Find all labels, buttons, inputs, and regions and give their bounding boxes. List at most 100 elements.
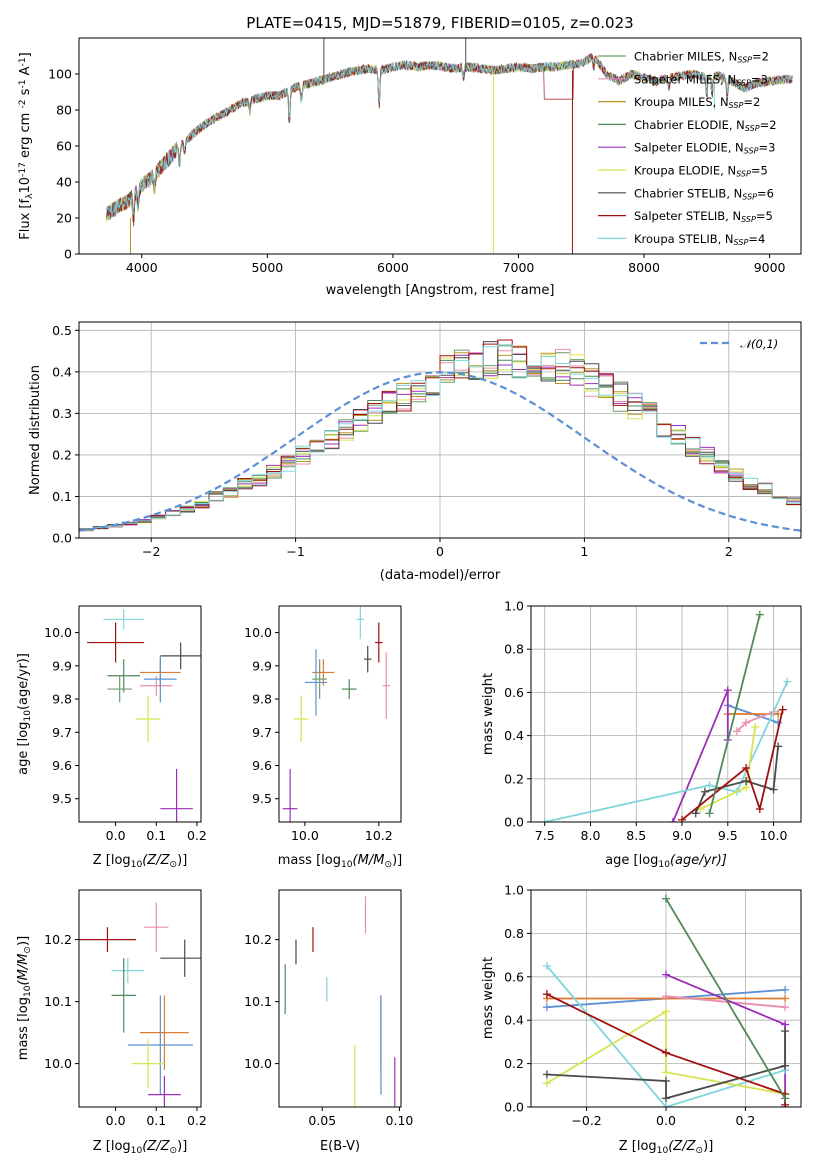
- errorbar-point: [160, 939, 201, 977]
- y-tick-label: 10.0: [44, 625, 72, 640]
- x-tick-label: 0.1: [146, 828, 166, 843]
- legend-entry: Kroupa STELIB, NSSP=4: [634, 232, 765, 247]
- y-tick-label: 0.0: [52, 531, 72, 546]
- weight-marker: [662, 1048, 670, 1057]
- weight-marker: [742, 764, 751, 772]
- weight-line: [665, 898, 786, 1099]
- age-z-panel: 0.0 0.1 0.2 9.5 9.6 9.7 9.8 9.9 10.0 Z [log10(Z/Z…: [16, 605, 207, 870]
- x-tick-label: −0.2: [571, 1113, 601, 1128]
- weight-marker: [742, 776, 751, 785]
- x-tick-label: 9.0: [672, 828, 692, 843]
- axes-frame: [78, 889, 202, 1108]
- weight-marker: [781, 994, 790, 1003]
- weight-marker: [774, 718, 783, 727]
- mass-z-panel: 0.0 0.1 0.2 10.0 10.1 10.2 Z [log10(Z/Z⊙)] mass…: [16, 889, 207, 1156]
- weight-marker: [781, 1094, 790, 1103]
- weight-marker: [781, 1061, 790, 1070]
- x-axis-label: Z [log10(Z/Z⊙)]: [93, 1139, 188, 1156]
- histogram-1: [79, 348, 801, 531]
- weight-marker: [662, 1076, 670, 1085]
- errorbar-point: [364, 645, 372, 673]
- histogram-8: [79, 344, 801, 531]
- y-tick-label: 60: [56, 139, 72, 154]
- errorbar-point: [282, 768, 298, 822]
- mass-z-panel-frame: 0.0 0.1 0.2 10.0 10.1 10.2 Z [log10(Z/Z⊙)] mass…: [16, 889, 207, 1156]
- age-mass-panel: 10.0 10.2 9.5 9.6 9.7 9.8 9.9 10.0 mass [log10(M…: [244, 605, 402, 870]
- histogram-3: [79, 359, 801, 531]
- y-axis-label: Normed distribution: [28, 365, 43, 495]
- y-tick-label: 0.8: [504, 926, 524, 941]
- errorbar-point: [87, 622, 145, 663]
- weight-marker: [705, 781, 714, 790]
- age-z-panel-plot: [87, 609, 201, 822]
- weight-marker: [769, 785, 778, 794]
- x-tick-label: 1: [580, 544, 588, 559]
- residuals-panel: −2 −1 0 1 2 0.0 0.1 0.2 0.3 0.4 0.5 (data-model)/er…: [28, 321, 802, 583]
- x-tick-label: 0.2: [187, 1113, 207, 1128]
- weight-age-panel: 7.5 8.0 8.5 9.0 9.5 10.0 0.0 0.2 0.4 0.6 0.8 1.0 age…: [481, 599, 802, 870]
- y-tick-label: 10.2: [244, 932, 272, 947]
- weight-marker: [542, 1070, 551, 1079]
- x-tick-label: 7000: [503, 260, 535, 275]
- y-tick-label: 0.0: [504, 815, 524, 830]
- y-tick-label: 0.3: [52, 406, 72, 421]
- errorbar-point: [160, 768, 193, 822]
- residuals-panel-grid: [79, 322, 801, 539]
- weight-marker: [540, 818, 549, 822]
- errorbar-point: [375, 622, 383, 663]
- errorbar-point: [304, 649, 328, 716]
- weight-line: [665, 995, 786, 1009]
- y-axis-label: age [log10(age/yr)]: [16, 653, 33, 775]
- weight-marker: [691, 809, 700, 818]
- spectrum-legend: Chabrier MILES, NSSP=2 Salpeter MILES, NS…: [598, 50, 777, 247]
- weight-marker: [542, 961, 551, 970]
- y-tick-label: 100: [48, 67, 72, 82]
- legend-entry: Kroupa ELODIE, NSSP=5: [634, 164, 768, 179]
- errorbar-point: [107, 659, 140, 693]
- x-tick-label: 0.2: [187, 828, 207, 843]
- y-axis-label: mass weight: [481, 673, 496, 755]
- mass-ebv-panel: 0.05 0.10 10.0 10.1 10.2 E(B-V): [244, 889, 413, 1154]
- x-tick-label: 7.5: [535, 828, 555, 843]
- y-tick-label: 9.6: [252, 758, 272, 773]
- weight-marker: [662, 1068, 670, 1077]
- y-tick-label: 9.7: [52, 725, 72, 740]
- weight-marker: [662, 894, 670, 903]
- weight-marker: [755, 805, 764, 814]
- errorbar-point: [144, 655, 177, 703]
- y-tick-label: 10.2: [44, 932, 72, 947]
- x-tick-label: 10.0: [291, 828, 319, 843]
- residuals-panel-plot: [79, 339, 801, 532]
- errorbar-point: [103, 609, 145, 630]
- x-axis-label: E(B-V): [320, 1139, 360, 1154]
- weight-marker: [774, 742, 783, 751]
- x-tick-label: 0.0: [106, 828, 126, 843]
- weight-marker: [751, 722, 760, 731]
- axes-frame: [278, 889, 402, 1108]
- legend-entry: Kroupa MILES, NSSP=2: [634, 95, 760, 110]
- y-tick-label: 0.2: [52, 447, 72, 462]
- errorbar-point: [148, 1076, 181, 1107]
- weight-marker: [742, 718, 751, 727]
- x-axis-label: wavelength [Angstrom, rest frame]: [326, 283, 555, 298]
- y-axis-label: Flux [fλ10-17 erg cm -2 s-1 A-1]: [18, 52, 35, 239]
- weight-line: [708, 614, 761, 814]
- x-tick-label: 2: [725, 544, 733, 559]
- x-tick-label: 10.2: [365, 828, 393, 843]
- x-tick-label: 10.0: [760, 828, 788, 843]
- legend-entry: Chabrier STELIB, NSSP=6: [634, 186, 774, 201]
- y-tick-label: 0.4: [504, 1013, 524, 1028]
- errorbar-point: [356, 606, 365, 640]
- y-axis-label: mass weight: [481, 957, 496, 1039]
- weight-marker: [783, 677, 792, 686]
- legend-entry: Chabrier MILES, NSSP=2: [634, 50, 769, 65]
- errorbar-point: [140, 995, 189, 1070]
- y-tick-label: 20: [56, 211, 72, 226]
- weight-line: [546, 1009, 786, 1095]
- y-tick-label: 0.6: [504, 969, 524, 984]
- y-tick-label: 9.5: [52, 791, 72, 806]
- y-tick-label: 9.8: [252, 692, 272, 707]
- y-tick-label: 40: [56, 175, 72, 190]
- y-tick-label: 10.1: [44, 994, 72, 1009]
